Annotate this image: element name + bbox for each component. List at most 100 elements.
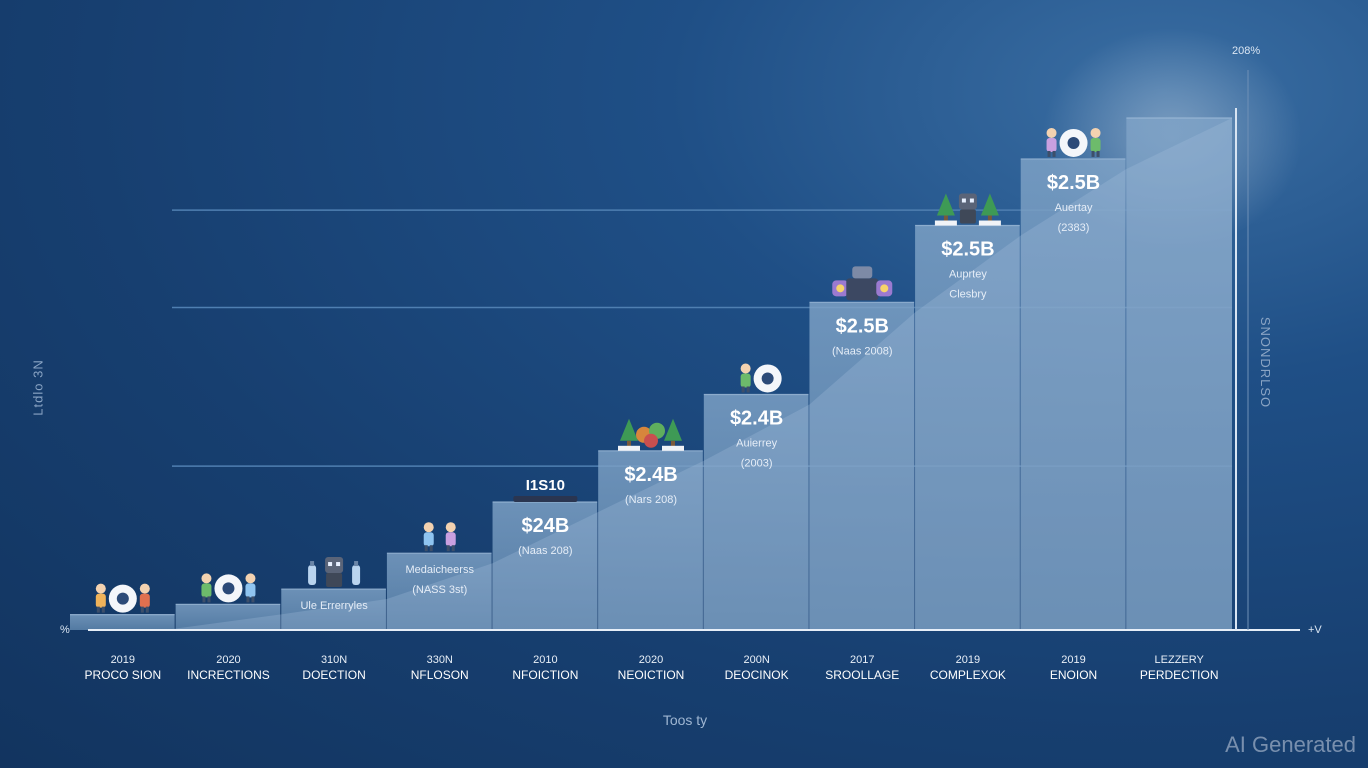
person-leg: [246, 596, 250, 603]
machine-body: [846, 278, 879, 301]
tree-trunk: [987, 215, 992, 222]
person-head: [740, 363, 751, 374]
value-sublabel: Auertay: [1055, 202, 1093, 214]
robot-eye: [336, 562, 341, 567]
person-icon: [1046, 127, 1057, 157]
person-body: [245, 583, 256, 598]
bar-10: [1126, 118, 1232, 630]
person-head: [245, 573, 256, 584]
tick-label-name: NFLOSON: [411, 668, 469, 682]
value-sublabel: (2003): [741, 457, 773, 469]
gear-center: [880, 284, 889, 293]
robot-eye-icon: [214, 574, 243, 603]
value-sublabel: Ule Errerryles: [300, 600, 368, 612]
tree-crown: [936, 193, 955, 216]
value-sublabel: Clesbry: [949, 289, 987, 301]
person-leg: [424, 545, 428, 552]
robot-body: [959, 209, 976, 224]
person-body: [201, 583, 212, 598]
tick-label-name: NFOICTION: [512, 668, 578, 682]
tick-label-name: DEOCINOK: [725, 668, 789, 682]
person-body: [1090, 137, 1101, 152]
robot-eye-icon: [1059, 128, 1088, 157]
bar-7: [809, 302, 915, 630]
trend-area: [165, 118, 1232, 630]
tick-label-year: 2020: [216, 654, 240, 666]
person-body: [740, 373, 751, 388]
machine-top: [852, 266, 873, 279]
x-axis-title: Toos ty: [662, 712, 708, 728]
tree-icon: [934, 193, 957, 226]
person-leg: [451, 545, 455, 552]
value-label: $2.4B: [624, 464, 677, 486]
person-leg: [101, 606, 105, 613]
tree-base: [978, 220, 1001, 226]
bottle-cap: [354, 561, 359, 567]
gear-icon: [832, 280, 849, 297]
value-label: $24B: [521, 515, 569, 537]
robot-eye: [969, 198, 974, 203]
bar-8: [915, 225, 1020, 630]
bar-5: [598, 450, 703, 630]
robot-head: [958, 193, 977, 210]
person-icon: [423, 522, 434, 552]
corner-left-label: %: [60, 624, 70, 636]
tree-trunk: [943, 215, 948, 222]
person-head: [95, 583, 106, 594]
person-head: [445, 522, 456, 533]
person-leg: [140, 606, 144, 613]
value-sublabel: (Naas 208): [518, 545, 572, 557]
bottle-cap: [310, 561, 315, 567]
bar-4: [492, 502, 598, 630]
tick-label-year: 2020: [639, 654, 663, 666]
tick-label-year: 2017: [850, 654, 874, 666]
person-icon: [1090, 127, 1101, 157]
robot-eye-pupil: [761, 372, 774, 385]
tick-label-name: COMPLEXOK: [930, 668, 1006, 682]
bar-3: [386, 553, 492, 630]
tick-label-year: 2019: [956, 654, 980, 666]
person-leg: [741, 386, 745, 393]
person-leg: [446, 545, 450, 552]
tree-icon: [978, 193, 1001, 226]
tick-label-name: DOECTION: [302, 668, 365, 682]
bar-6: [703, 394, 809, 630]
bottle-icon: [308, 561, 317, 586]
value-sublabel: (Nars 208): [625, 494, 677, 506]
person-leg: [251, 596, 255, 603]
robot-eye: [328, 562, 333, 567]
tree-icon: [662, 418, 684, 451]
person-leg: [145, 606, 149, 613]
watermark: AI Generated: [1225, 732, 1356, 757]
value-sublabel: (2383): [1058, 222, 1090, 234]
person-body: [445, 532, 456, 547]
person-body: [1046, 137, 1057, 152]
tick-label-name: INCRECTIONS: [187, 668, 270, 682]
y-axis-label-right: SNONDRLSO: [1258, 316, 1274, 409]
tree-base: [618, 445, 640, 451]
person-head: [201, 573, 212, 584]
tree-base: [662, 445, 684, 451]
corner-right-label: +V: [1308, 624, 1322, 636]
value-label: $2.4B: [730, 407, 783, 429]
person-body: [139, 593, 150, 608]
person-head: [1090, 127, 1101, 138]
person-leg: [96, 606, 100, 613]
person-icon: [245, 573, 256, 603]
bottle-icon: [352, 561, 361, 586]
robot-body: [326, 573, 343, 588]
value-sublabel: (NASS 3st): [412, 584, 467, 596]
tick-label-name: NEOICTION: [618, 668, 685, 682]
bar-top-text: I1S10: [526, 477, 565, 494]
person-icon: [139, 583, 150, 613]
tick-label-name: ENOION: [1050, 668, 1097, 682]
robot-eye-pupil: [222, 582, 235, 595]
bar-0: [70, 614, 175, 630]
robot-eye: [961, 198, 966, 203]
person-leg: [202, 596, 206, 603]
person-icon: [740, 363, 751, 393]
cluster-icon: [636, 422, 665, 448]
device-icon: [513, 496, 578, 502]
tree-base: [934, 220, 957, 226]
robot-eye-pupil: [116, 592, 129, 605]
